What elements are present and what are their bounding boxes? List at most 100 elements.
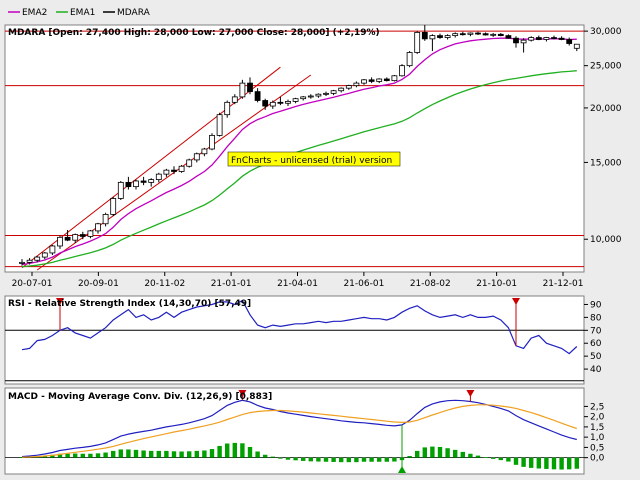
macd-histogram-bar xyxy=(240,443,245,458)
legend-label-mdara: MDARA xyxy=(117,8,151,18)
candle xyxy=(566,37,573,46)
candle-body xyxy=(79,234,86,237)
candle xyxy=(391,74,398,82)
rsi-y-tick-label: 60 xyxy=(590,339,602,349)
macd-plot: 0,00,51,01,52,02,5 xyxy=(5,390,605,473)
candle xyxy=(482,32,489,36)
macd-histogram-bar xyxy=(323,457,329,462)
candle xyxy=(209,133,215,151)
candle-body xyxy=(26,259,33,263)
candle-body xyxy=(102,213,109,225)
candle xyxy=(467,32,474,37)
candle xyxy=(110,196,117,217)
macd-histogram-bar xyxy=(95,453,101,458)
macd-histogram-bar xyxy=(285,457,291,460)
candle xyxy=(368,77,375,84)
candle xyxy=(133,179,139,190)
candle xyxy=(95,222,101,234)
price-y-tick-label: 20,000 xyxy=(590,104,622,114)
watermark: FnCharts - unlicensed (trial) version xyxy=(227,151,401,167)
macd-title: MACD - Moving Average Conv. Div. (12,26,… xyxy=(8,392,272,402)
candle xyxy=(26,258,33,265)
candle xyxy=(102,212,109,227)
macd-histogram-bar xyxy=(118,449,123,458)
macd-y-tick-label: 0,5 xyxy=(590,443,604,453)
candle-body xyxy=(338,87,345,92)
candle xyxy=(117,180,124,201)
x-tick-label: 20-11-02 xyxy=(144,279,185,289)
candle-body xyxy=(406,52,413,67)
macd-histogram-bar xyxy=(551,457,557,470)
candle-body xyxy=(155,173,162,180)
candle-body xyxy=(171,169,177,172)
candle-body xyxy=(193,153,200,161)
candle xyxy=(64,229,71,242)
candle xyxy=(216,112,223,137)
macd-histogram-bar xyxy=(19,457,25,458)
candle-body xyxy=(437,35,443,38)
candle xyxy=(345,84,352,90)
candle-body xyxy=(368,79,375,82)
macd-histogram-bar xyxy=(437,446,443,458)
legend: EMA2 EMA1 MDARA xyxy=(8,8,151,18)
candle-body xyxy=(520,39,527,44)
macd-histogram-bar xyxy=(483,457,488,459)
candle xyxy=(87,229,94,239)
candle-body xyxy=(262,100,269,107)
candle-body xyxy=(490,33,497,36)
macd-histogram-bar xyxy=(80,453,85,458)
candle-body xyxy=(72,234,79,241)
candle-body xyxy=(497,33,504,37)
candle-body xyxy=(41,252,48,258)
macd-histogram-bar xyxy=(361,457,367,462)
macd-histogram-bar xyxy=(506,457,511,462)
legend-item-ema2[interactable]: EMA2 xyxy=(8,8,47,18)
candle xyxy=(444,34,451,40)
candle-body xyxy=(95,223,101,232)
candle-body xyxy=(178,165,185,172)
candle-body xyxy=(231,96,238,103)
price-y-tick-label: 25,000 xyxy=(590,62,622,72)
candle xyxy=(300,96,307,101)
candle xyxy=(543,36,550,42)
legend-item-mdara[interactable]: MDARA xyxy=(103,8,151,18)
watermark-text: FnCharts - unlicensed (trial) version xyxy=(231,156,392,166)
macd-histogram-bar xyxy=(111,450,116,458)
candle xyxy=(285,99,291,107)
candle-body xyxy=(239,82,246,98)
legend-item-ema1[interactable]: EMA1 xyxy=(56,8,95,18)
candle-body xyxy=(64,236,71,241)
candle xyxy=(262,98,269,110)
candle xyxy=(254,88,261,103)
candle xyxy=(231,94,238,105)
candle-body xyxy=(399,65,405,77)
candle-body xyxy=(421,31,428,40)
x-tick-label: 21-10-01 xyxy=(476,279,517,289)
macd-histogram-bar xyxy=(536,457,541,469)
macd-histogram-bar xyxy=(445,448,450,458)
candle-body xyxy=(140,180,147,183)
candle xyxy=(292,97,299,104)
macd-histogram-bar xyxy=(103,452,108,458)
candle-body xyxy=(391,75,398,82)
candle-body xyxy=(224,101,231,116)
candle xyxy=(452,32,459,38)
candle-body xyxy=(323,92,329,95)
legend-label-ema2: EMA2 xyxy=(22,8,47,18)
rsi-sell-marker xyxy=(56,298,64,305)
candle xyxy=(383,77,390,82)
macd-histogram-bar xyxy=(384,457,389,462)
candle-body xyxy=(300,96,307,100)
price-y-tick-label: 15,000 xyxy=(590,158,622,168)
rsi-panel xyxy=(4,295,585,385)
macd-histogram-bar xyxy=(574,457,579,469)
candle-body xyxy=(34,256,41,261)
candle xyxy=(49,244,56,256)
x-tick-label: 21-01-01 xyxy=(211,279,252,289)
candle xyxy=(171,166,177,175)
macd-histogram-bar xyxy=(475,455,481,458)
candle xyxy=(178,164,185,173)
candle-body xyxy=(209,134,215,150)
macd-histogram-bar xyxy=(415,450,420,458)
